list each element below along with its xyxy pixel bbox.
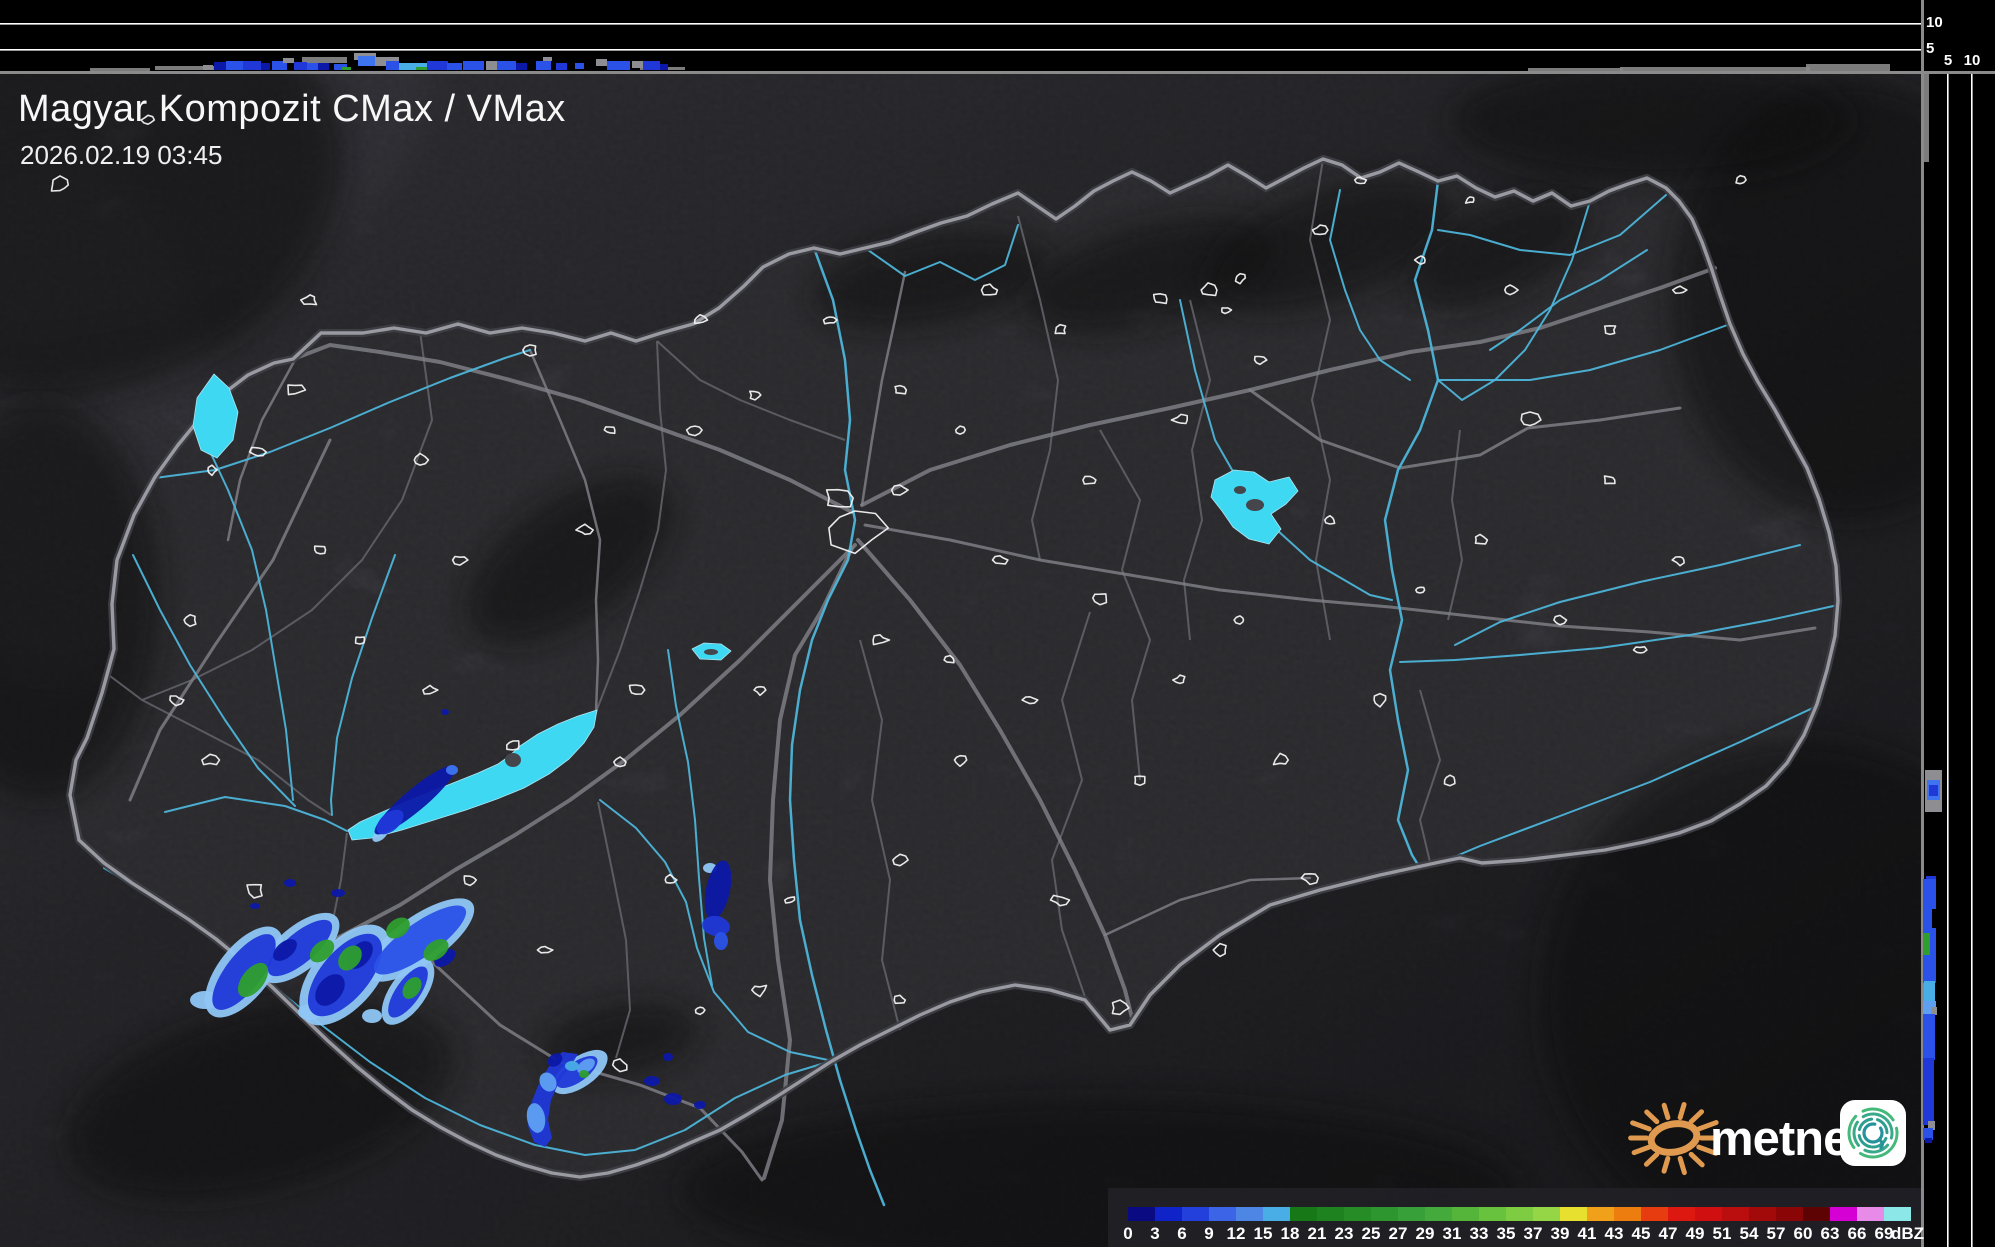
legend-color-segment (1236, 1207, 1263, 1221)
top-profile-height-label-10: 10 (1926, 14, 1943, 31)
legend-tick-label: 25 (1361, 1224, 1381, 1243)
legend-tick-label: 3 (1150, 1224, 1160, 1243)
legend-color-segment (1668, 1207, 1695, 1221)
metnet-app-icon (1840, 1100, 1906, 1166)
legend-tick-label: 66 (1847, 1224, 1867, 1243)
metnet-logo-graphic: metnet (1628, 1100, 1906, 1176)
legend-color-segment (1290, 1207, 1317, 1221)
legend-tick-label: 15 (1253, 1224, 1273, 1243)
dbz-colorbar (1128, 1207, 1911, 1221)
legend-tick-label: 60 (1793, 1224, 1813, 1243)
legend-color-segment (1263, 1207, 1290, 1221)
legend-tick-label: 69 (1874, 1224, 1894, 1243)
legend-color-segment (1128, 1207, 1155, 1221)
legend-tick-label: 39 (1550, 1224, 1570, 1243)
legend-tick-label: 57 (1766, 1224, 1786, 1243)
legend-tick-label: 35 (1496, 1224, 1516, 1243)
timestamp: 2026.02.19 03:45 (20, 140, 223, 170)
legend-tick-label: 45 (1631, 1224, 1651, 1243)
legend-color-segment (1722, 1207, 1749, 1221)
legend-color-segment (1749, 1207, 1776, 1221)
top-profile-height-label-5: 5 (1926, 40, 1935, 57)
legend-color-segment (1479, 1207, 1506, 1221)
legend-color-segment (1776, 1207, 1803, 1221)
legend-color-segment (1317, 1207, 1344, 1221)
legend-color-segment (1614, 1207, 1641, 1221)
legend-tick-label: 63 (1820, 1224, 1840, 1243)
metnet-logo: metnet (1628, 1092, 1920, 1178)
page-title: Magyar Kompozit CMax / VMax (18, 88, 566, 130)
legend-tick-label: 6 (1177, 1224, 1187, 1243)
legend-color-segment (1884, 1207, 1911, 1221)
legend-color-segment (1344, 1207, 1371, 1221)
legend-color-segment (1371, 1207, 1398, 1221)
legend-tick-label: 51 (1712, 1224, 1732, 1243)
legend-tick-label: 54 (1739, 1224, 1759, 1243)
legend-color-segment (1641, 1207, 1668, 1221)
legend-color-segment (1587, 1207, 1614, 1221)
legend-tick-label: 37 (1523, 1224, 1543, 1243)
legend-tick-label: 47 (1658, 1224, 1678, 1243)
legend-tick-label: 21 (1307, 1224, 1327, 1243)
legend-color-segment (1695, 1207, 1722, 1221)
legend-color-segment (1425, 1207, 1452, 1221)
legend-color-segment (1803, 1207, 1830, 1221)
legend-color-segment (1857, 1207, 1884, 1221)
legend-tick-label: 23 (1334, 1224, 1354, 1243)
legend-tick-label: 12 (1226, 1224, 1246, 1243)
legend-tick-label: 18 (1280, 1224, 1300, 1243)
dbz-color-legend: 0 3 6 9 12 15 18 21 23 25 27 29 31 33 35 37 39 41 43 45 47 49… (1108, 1188, 1924, 1247)
legend-color-segment (1506, 1207, 1533, 1221)
legend-color-segment (1398, 1207, 1425, 1221)
legend-tick-label: 43 (1604, 1224, 1624, 1243)
legend-tick-label: 31 (1442, 1224, 1462, 1243)
legend-color-segment (1155, 1207, 1182, 1221)
legend-tick-label: 49 (1685, 1224, 1705, 1243)
right-profile-height-label-5: 5 (1943, 52, 1953, 69)
legend-color-segment (1830, 1207, 1857, 1221)
sun-icon (1628, 1101, 1719, 1176)
legend-color-segment (1182, 1207, 1209, 1221)
legend-color-segment (1452, 1207, 1479, 1221)
legend-tick-label: 33 (1469, 1224, 1489, 1243)
legend-tick-label: 41 (1577, 1224, 1597, 1243)
legend-tick-label: 9 (1204, 1224, 1214, 1243)
legend-color-segment (1209, 1207, 1236, 1221)
legend-tick-label: 0 (1123, 1224, 1133, 1243)
legend-tick-label: 29 (1415, 1224, 1435, 1243)
legend-tick-label: 27 (1388, 1224, 1408, 1243)
dbz-unit-label: dBZ (1890, 1224, 1924, 1243)
right-profile-height-label-10: 10 (1963, 52, 1981, 69)
legend-color-segment (1560, 1207, 1587, 1221)
legend-color-segment (1533, 1207, 1560, 1221)
